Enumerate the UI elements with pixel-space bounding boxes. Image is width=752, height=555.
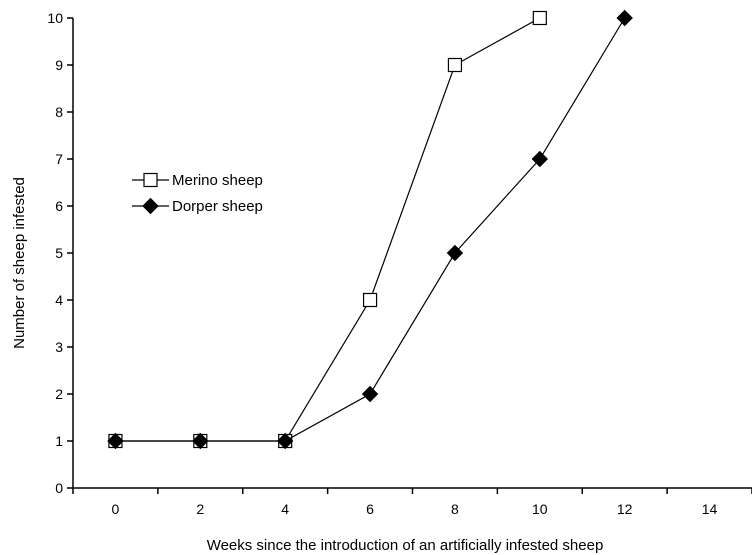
data-point (192, 432, 209, 450)
y-tick-label: 9 (55, 57, 63, 73)
data-point (447, 57, 463, 73)
y-tick-label: 10 (47, 10, 63, 26)
data-point (107, 432, 124, 450)
y-axis-ticks: 0 1 2 3 4 5 6 7 8 9 10 (47, 10, 73, 496)
x-tick-label: 4 (281, 501, 289, 517)
data-point (532, 10, 547, 26)
legend-item: Merino sheep (132, 172, 263, 189)
data-point (361, 385, 379, 403)
x-tick-label: 2 (196, 501, 204, 517)
y-tick-label: 6 (55, 198, 63, 214)
series-line (115, 17, 626, 442)
y-tick-label: 1 (55, 433, 63, 449)
legend-marker (143, 172, 158, 188)
x-tick-label: 6 (366, 501, 374, 517)
series-dorper (107, 9, 633, 450)
y-tick-label: 0 (55, 480, 63, 496)
legend-item: Dorper sheep (132, 197, 263, 215)
x-axis-ticks: 0 2 4 6 8 10 12 14 (72, 488, 752, 517)
legend-label: Merino sheep (172, 172, 263, 189)
y-tick-label: 7 (55, 151, 63, 167)
y-tick-label: 4 (55, 292, 63, 308)
data-point (362, 292, 378, 308)
y-axis-title: Number of sheep infested (11, 177, 28, 349)
data-point (276, 432, 294, 450)
legend: Merino sheep Dorper sheep (132, 172, 263, 215)
x-axis-title: Weeks since the introduction of an artif… (207, 537, 604, 554)
series-layer (107, 9, 633, 450)
x-tick-label: 14 (702, 501, 718, 517)
y-tick-label: 3 (55, 339, 63, 355)
series-merino (108, 10, 547, 449)
x-tick-label: 0 (112, 501, 120, 517)
data-point (616, 9, 633, 27)
x-tick-label: 12 (617, 501, 633, 517)
x-tick-label: 8 (451, 501, 459, 517)
x-tick-label: 10 (532, 501, 548, 517)
y-tick-label: 5 (55, 245, 63, 261)
data-point (531, 150, 549, 168)
legend-marker (142, 197, 159, 215)
y-tick-label: 8 (55, 104, 63, 120)
y-tick-label: 2 (55, 386, 63, 402)
legend-label: Dorper sheep (172, 198, 263, 215)
data-point (446, 244, 464, 262)
